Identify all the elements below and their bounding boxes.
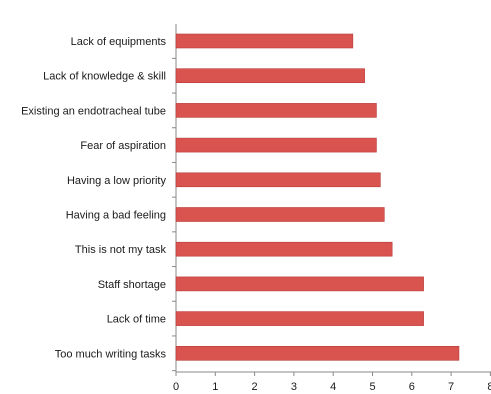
bars-group — [175, 33, 460, 361]
category-label: Lack of equipments — [71, 36, 167, 48]
x-tick-label: 1 — [212, 381, 218, 393]
bar-4 — [175, 137, 377, 153]
category-label: Too much writing tasks — [55, 348, 167, 360]
x-tick-label: 3 — [291, 381, 297, 393]
x-tick-label: 0 — [173, 381, 179, 393]
x-tick-label: 4 — [330, 381, 336, 393]
x-tick-label: 6 — [409, 381, 415, 393]
x-tick-label: 5 — [369, 381, 375, 393]
x-tick-label: 7 — [448, 381, 454, 393]
category-label: Staff shortage — [98, 279, 166, 291]
bar-6 — [175, 207, 385, 222]
x-tick-label: 8 — [487, 381, 491, 393]
bar-9 — [175, 311, 424, 326]
bar-8 — [175, 276, 424, 292]
bar-10 — [175, 345, 460, 361]
bar-2 — [175, 68, 365, 83]
category-label: Existing an endotracheal tube — [21, 105, 166, 117]
category-label: This is not my task — [75, 244, 167, 256]
category-label: Lack of time — [107, 314, 166, 326]
category-label: Having a low priority — [67, 175, 167, 187]
category-label: Lack of knowledge & skill — [43, 71, 166, 83]
category-labels: Lack of equipments Lack of knowledge & sk… — [21, 36, 166, 360]
bar-3 — [175, 103, 377, 118]
bar-1 — [175, 33, 354, 49]
x-tick-label: 2 — [252, 381, 258, 393]
category-label: Having a bad feeling — [66, 210, 166, 222]
x-ticks: 0 1 2 3 4 5 6 7 8 — [172, 57, 491, 393]
bar-5 — [175, 172, 381, 188]
category-label: Fear of aspiration — [80, 140, 166, 152]
bar-7 — [175, 241, 393, 257]
